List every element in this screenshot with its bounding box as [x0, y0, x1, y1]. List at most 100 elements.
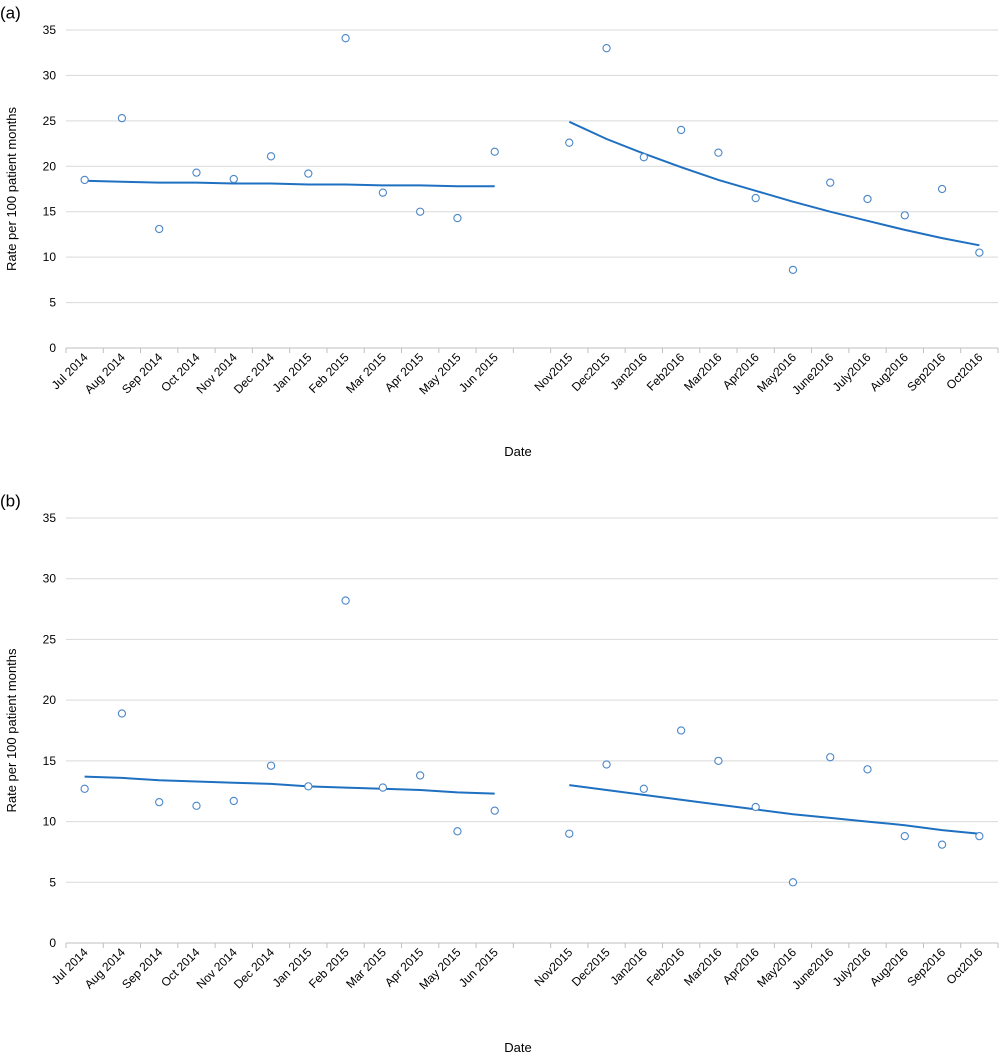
- data-point: [937, 184, 947, 194]
- x-tick-label: Mar 2015: [343, 350, 389, 396]
- y-tick-label: 0: [49, 936, 56, 950]
- x-tick-label: July2016: [830, 350, 874, 394]
- x-tick-label: Sep 2014: [119, 350, 165, 396]
- data-point: [341, 596, 350, 605]
- data-point: [117, 709, 127, 718]
- data-point: [80, 784, 89, 793]
- data-point: [565, 829, 574, 838]
- data-point: [490, 147, 499, 156]
- data-point: [788, 265, 798, 275]
- x-tick-label: Feb2016: [644, 350, 688, 394]
- x-tick-label: Nov2015: [532, 945, 576, 989]
- data-point: [117, 113, 127, 123]
- x-tick-label: Aug2016: [867, 350, 911, 394]
- y-tick-label: 15: [43, 754, 57, 768]
- data-point: [453, 827, 462, 836]
- y-tick-label: 30: [43, 68, 57, 82]
- data-point: [453, 213, 462, 223]
- y-tick-label: 10: [43, 250, 57, 264]
- x-tick-label: Sep 2014: [119, 945, 165, 991]
- data-point: [714, 148, 723, 157]
- data-point: [602, 760, 611, 769]
- x-tick-label: Nov2015: [532, 350, 576, 394]
- data-point: [80, 175, 89, 185]
- x-tick-label: Jan2016: [608, 350, 651, 393]
- x-tick-label: Dec2015: [569, 945, 613, 989]
- y-tick-label: 0: [49, 341, 56, 355]
- x-tick-label: Jan2016: [608, 945, 651, 988]
- x-axis-title: Date: [504, 444, 531, 459]
- y-tick-label: 30: [43, 572, 57, 586]
- data-point: [714, 756, 723, 766]
- data-point: [378, 188, 388, 197]
- trendline: [568, 120, 980, 247]
- data-point: [676, 125, 686, 135]
- x-tick-label: Jun 2015: [456, 945, 501, 990]
- data-point: [266, 761, 276, 770]
- x-axis-title: Date: [504, 1040, 531, 1055]
- data-point: [975, 831, 984, 841]
- y-tick-label: 20: [43, 693, 57, 707]
- data-point: [155, 797, 164, 807]
- trendline: [84, 179, 495, 188]
- data-point: [900, 831, 909, 841]
- data-point: [304, 782, 313, 791]
- data-point: [229, 174, 238, 184]
- panel-label: (a): [0, 3, 21, 22]
- data-point: [416, 207, 425, 216]
- data-point: [975, 248, 984, 257]
- y-tick-label: 35: [43, 511, 57, 525]
- data-point: [751, 802, 760, 812]
- x-tick-label: Oct2016: [943, 350, 985, 392]
- x-tick-label: May 2015: [416, 350, 463, 397]
- panel-label: (b): [0, 491, 21, 510]
- data-point: [229, 796, 238, 806]
- x-tick-label: Sep2016: [904, 350, 948, 394]
- data-point: [639, 153, 648, 162]
- data-point: [304, 169, 313, 178]
- data-point: [602, 44, 611, 53]
- x-tick-label: June2016: [789, 350, 836, 397]
- y-tick-label: 25: [43, 632, 57, 646]
- y-tick-label: 5: [49, 296, 56, 310]
- y-axis-title: Rate per 100 patient months: [4, 648, 19, 813]
- y-tick-label: 35: [43, 23, 57, 37]
- x-tick-label: May 2015: [416, 945, 463, 992]
- y-tick-label: 20: [43, 159, 57, 173]
- x-tick-label: Mar2016: [681, 350, 725, 394]
- data-point: [192, 801, 201, 810]
- y-tick-label: 10: [43, 815, 57, 829]
- data-point: [378, 783, 388, 792]
- x-tick-label: June2016: [789, 945, 836, 992]
- data-point: [676, 726, 686, 735]
- y-axis-title: Rate per 100 patient months: [4, 106, 19, 271]
- trendline: [569, 784, 980, 835]
- trendline: [84, 775, 495, 795]
- y-tick-label: 15: [43, 205, 57, 219]
- x-tick-label: Aug2016: [867, 945, 911, 989]
- x-tick-label: Dec2015: [569, 350, 613, 394]
- data-point: [416, 771, 425, 780]
- x-tick-label: Dec 2014: [231, 945, 277, 991]
- data-point: [863, 765, 872, 774]
- x-tick-label: July2016: [830, 945, 874, 989]
- data-point: [490, 806, 499, 815]
- x-tick-label: Feb2016: [644, 945, 688, 989]
- data-point: [565, 138, 574, 147]
- data-point: [863, 194, 872, 204]
- data-point: [751, 193, 760, 203]
- data-point: [155, 224, 164, 234]
- x-tick-label: Dec 2014: [231, 350, 277, 396]
- data-point: [826, 178, 835, 187]
- data-point: [788, 878, 798, 887]
- data-point: [192, 168, 201, 177]
- y-tick-label: 25: [43, 114, 57, 128]
- x-tick-label: Mar2016: [681, 945, 725, 989]
- data-point: [639, 784, 648, 793]
- data-point: [937, 840, 947, 849]
- data-point: [266, 152, 276, 161]
- y-tick-label: 5: [49, 875, 56, 889]
